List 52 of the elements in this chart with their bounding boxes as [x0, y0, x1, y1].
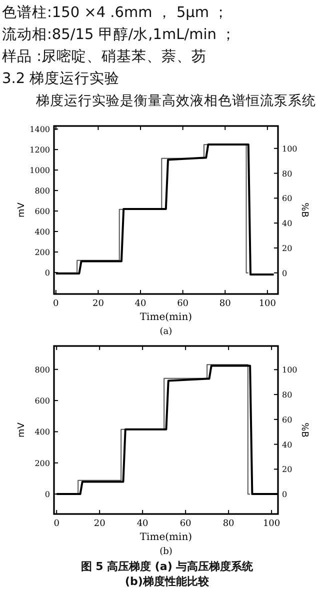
- y2-tick-label: 80: [282, 169, 292, 178]
- y-tick-label: 600: [34, 396, 50, 406]
- y-tick-label: 400: [34, 428, 50, 437]
- y-tick-label: 1200: [30, 146, 50, 155]
- x-tick-label: 100: [262, 519, 280, 529]
- text: 样品 :尿嘧啶、硝基苯、萘、芴: [2, 48, 206, 65]
- y2-tick-label: 80: [282, 390, 292, 400]
- y-axis-title: mV: [17, 422, 27, 438]
- y2-tick-label: 100: [282, 144, 298, 154]
- text: (a): [160, 327, 172, 337]
- y2-tick-label: 60: [282, 194, 292, 204]
- y2-tick-label: 40: [282, 440, 292, 450]
- text: 3.2 梯度运行实验: [2, 70, 120, 87]
- y-tick-label: 1000: [30, 166, 50, 176]
- y2-tick-label: 40: [282, 219, 292, 228]
- y-tick-label: 600: [34, 207, 50, 216]
- y2-axis-title: %B: [299, 202, 309, 218]
- y-tick-label: 800: [34, 186, 50, 196]
- y2-axis-title: %B: [299, 422, 309, 438]
- caption: 图 5 高压梯度 (a) 与高压梯度系统: [80, 560, 254, 573]
- x-tick-label: 20: [92, 299, 104, 309]
- y2-tick-label: 100: [282, 366, 298, 375]
- y2-tick-label: 20: [282, 244, 292, 253]
- y2-tick-label: 20: [282, 465, 292, 474]
- y-tick-label: 200: [34, 458, 50, 468]
- x-tick-label: 40: [134, 299, 147, 309]
- y-tick-label: 0: [44, 490, 50, 500]
- x-tick-label: 60: [180, 519, 192, 529]
- x-tick-label: 0: [53, 299, 60, 309]
- y-tick-label: 0: [44, 268, 50, 278]
- x-axis-title: Time(min): [140, 312, 192, 323]
- y-tick-label: 400: [34, 228, 50, 237]
- text: (b): [160, 547, 172, 557]
- x-tick-label: 100: [258, 299, 276, 309]
- x-tick-label: 0: [54, 519, 60, 529]
- y-tick-label: 200: [34, 248, 50, 257]
- text: 色谱柱:150 ×4 .6mm ， 5μm ；: [2, 4, 229, 21]
- text: (b)梯度性能比较: [125, 575, 210, 588]
- y-axis-title: mV: [17, 202, 27, 218]
- x-tick-label: 40: [136, 519, 149, 529]
- x-tick-label: 20: [94, 519, 106, 529]
- x-axis-title: Time(min): [140, 532, 192, 543]
- y2-tick-label: 0: [282, 268, 288, 278]
- text: 梯度运行实验是衡量高效液相色谱恒流泵系统: [35, 93, 316, 109]
- y2-tick-label: 60: [282, 415, 292, 424]
- y-tick-label: 800: [34, 365, 50, 374]
- x-tick-label: 80: [222, 519, 235, 529]
- y-tick-label: 1400: [30, 125, 50, 134]
- x-tick-label: 80: [219, 299, 232, 309]
- text: 流动相:85/15 甲醇/水,1mL/min ；: [2, 26, 236, 43]
- y2-tick-label: 0: [282, 490, 288, 500]
- x-tick-label: 60: [177, 299, 189, 309]
